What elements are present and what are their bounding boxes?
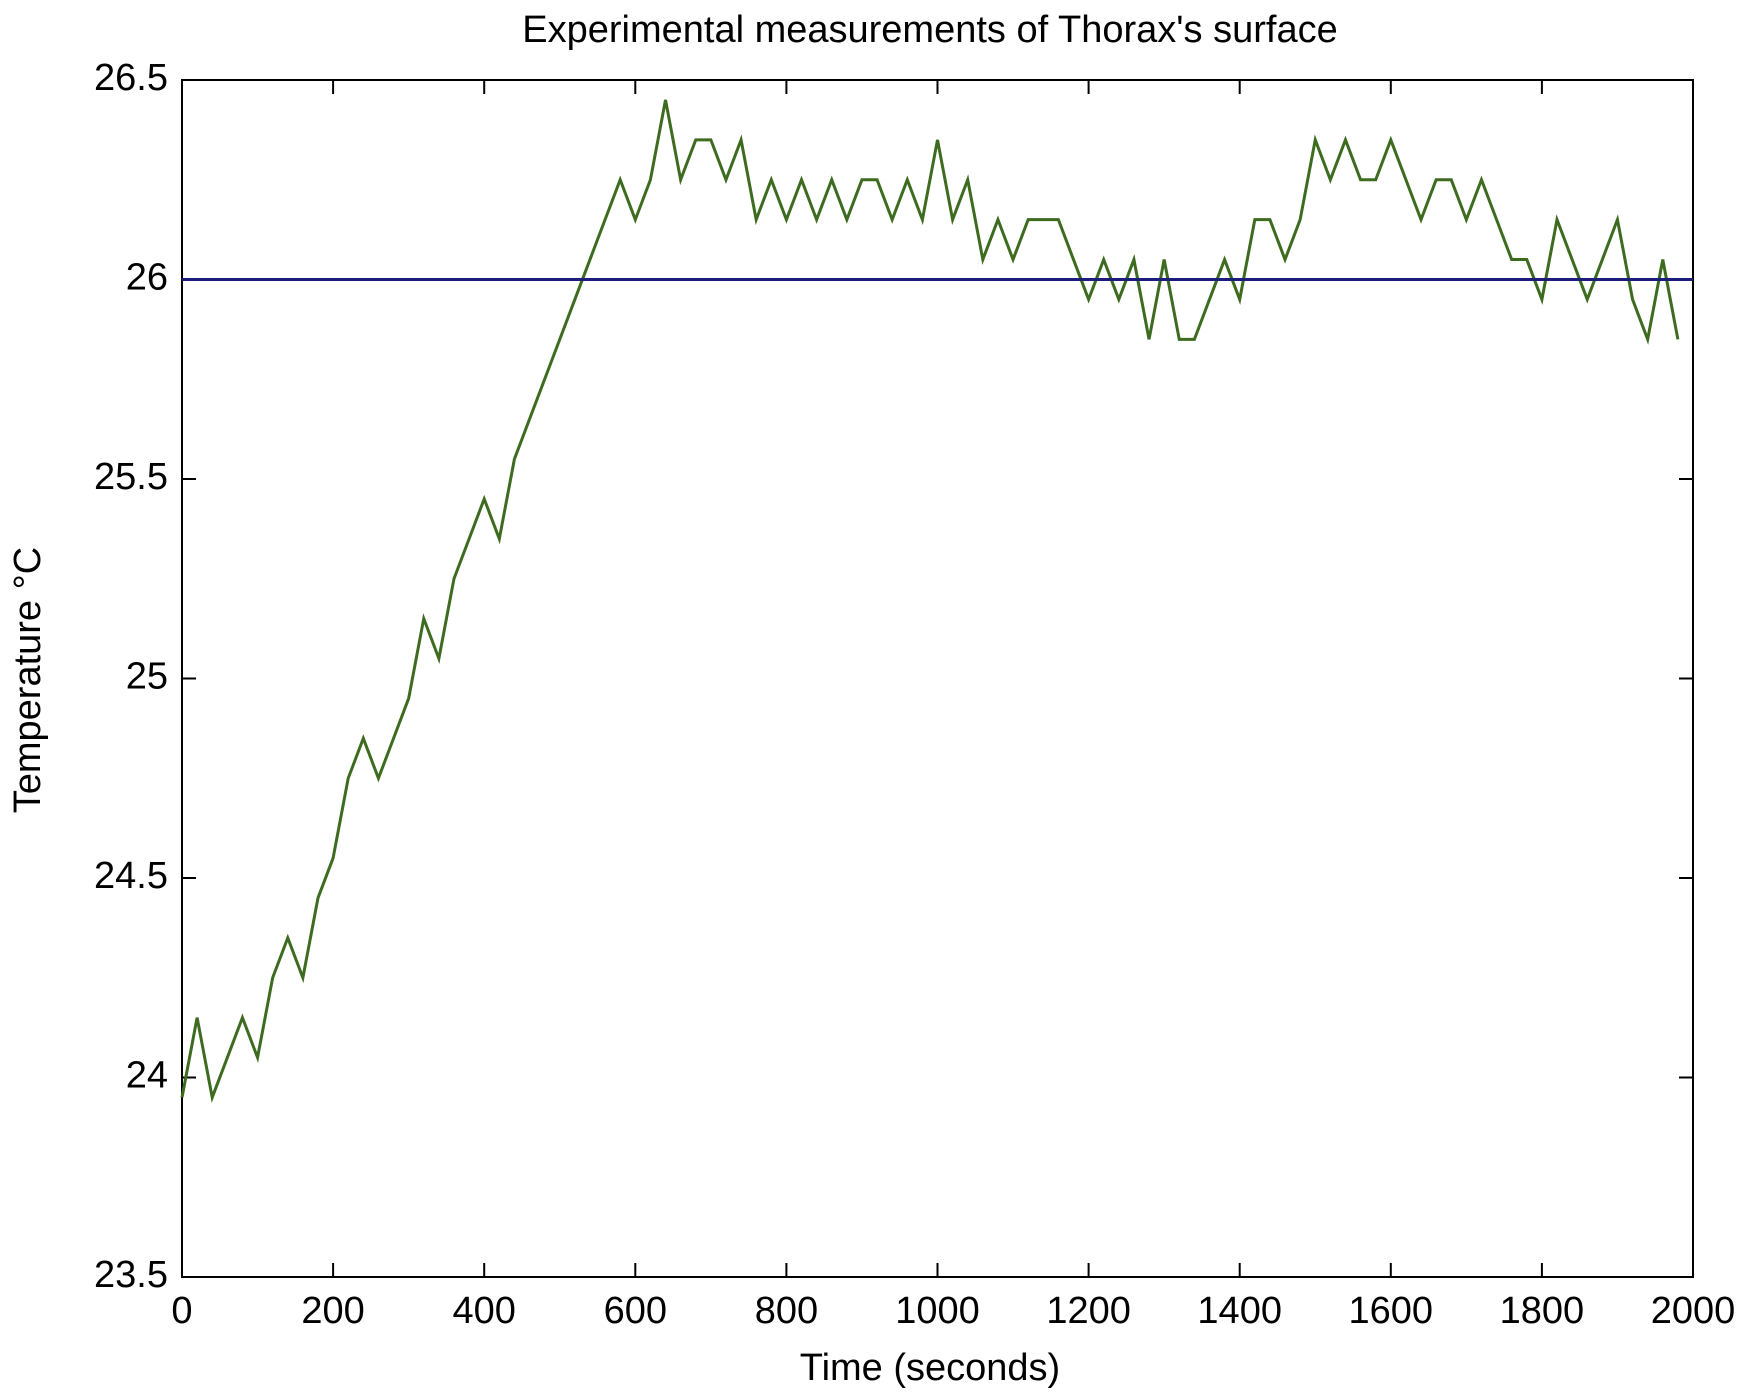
x-tick-label: 1200	[1046, 1290, 1131, 1332]
x-tick-label: 0	[171, 1290, 192, 1332]
y-tick-label: 26.5	[94, 57, 168, 99]
y-tick-label: 26	[126, 257, 168, 299]
x-tick-label: 800	[755, 1290, 818, 1332]
x-tick-label: 2000	[1651, 1290, 1736, 1332]
x-tick-label: 1600	[1349, 1290, 1434, 1332]
y-tick-label: 25	[126, 656, 168, 698]
y-tick-label: 24.5	[94, 855, 168, 897]
x-tick-label: 400	[452, 1290, 515, 1332]
y-tick-label: 25.5	[94, 456, 168, 498]
plot-area	[181, 79, 1694, 1278]
y-axis-label: Temperature °C	[7, 547, 49, 814]
y-tick-label: 23.5	[94, 1254, 168, 1296]
series-line	[180, 99, 1680, 1103]
x-axis-label: Time (seconds)	[800, 1347, 1060, 1389]
x-tick-label: 200	[301, 1290, 364, 1332]
x-tick-label: 1000	[895, 1290, 980, 1332]
x-tick-label: 1400	[1197, 1290, 1282, 1332]
x-tick-label: 600	[604, 1290, 667, 1332]
y-tick-label: 24	[126, 1055, 168, 1097]
chart-title: Experimental measurements of Thorax's su…	[522, 9, 1337, 51]
x-tick-label: 1800	[1500, 1290, 1585, 1332]
